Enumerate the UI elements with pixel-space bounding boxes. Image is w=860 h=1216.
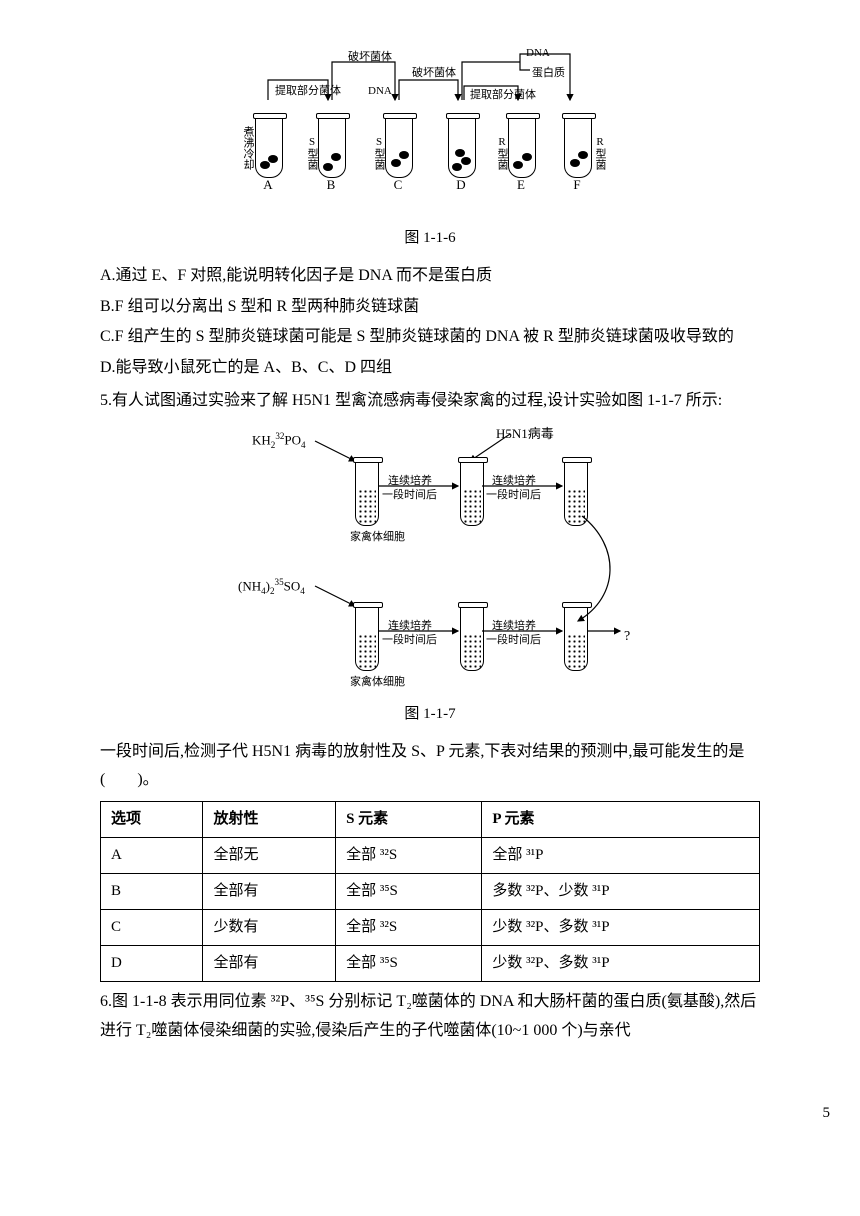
table-row: A 全部无 全部 ³²S 全部 ³¹P [101, 838, 760, 874]
th-p: P 元素 [482, 802, 760, 838]
tube-c [385, 117, 413, 178]
table-row: D 全部有 全部 ³⁵S 少数 ³²P、多数 ³¹P [101, 946, 760, 982]
label-dna-right: DNA [526, 44, 550, 64]
label-extract-right: 提取部分菌体 [470, 86, 536, 106]
cell: C [101, 910, 203, 946]
cell: 全部有 [203, 874, 336, 910]
th-radio: 放射性 [203, 802, 336, 838]
tube7-bot-3 [564, 606, 588, 671]
tube7-top-1 [355, 461, 379, 526]
page-content: 提取部分菌体 破坏菌体 DNA 破坏菌体 提取部分菌体 DNA 蛋白质 煮沸冷却… [0, 0, 860, 1070]
label-nh4so4: (NH4)235SO4 [238, 574, 305, 599]
tube-label-b: B [318, 173, 344, 196]
tube-label-e: E [508, 173, 534, 196]
label-after-time-3: 一段时间后 [382, 631, 437, 651]
q5-after-text: 一段时间后,检测子代 H5N1 病毒的放射性及 S、P 元素,下表对结果的预测中… [100, 738, 760, 796]
label-poultry-2: 家禽体细胞 [350, 673, 405, 693]
table-row: C 少数有 全部 ³²S 少数 ³²P、多数 ³¹P [101, 910, 760, 946]
table-row: B 全部有 全部 ³⁵S 多数 ³²P、少数 ³¹P [101, 874, 760, 910]
cell: 全部 ³²S [336, 838, 482, 874]
label-broken-2: 破坏菌体 [412, 64, 456, 84]
cell: 全部 ³²S [336, 910, 482, 946]
q4-option-c: C.F 组产生的 S 型肺炎链球菌可能是 S 型肺炎链球菌的 DNA 被 R 型… [100, 323, 760, 352]
label-h5n1: H5N1病毒 [496, 422, 554, 445]
table-header-row: 选项 放射性 S 元素 P 元素 [101, 802, 760, 838]
label-r-type-e: R型菌 [496, 136, 507, 170]
q4-option-b: B.F 组可以分离出 S 型和 R 型两种肺炎链球菌 [100, 293, 760, 322]
tube7-bot-2 [460, 606, 484, 671]
label-s-type-b: S型菌 [306, 136, 317, 170]
label-protein: 蛋白质 [532, 64, 565, 84]
label-after-time-1: 一段时间后 [382, 486, 437, 506]
label-after-time-4: 一段时间后 [486, 631, 541, 651]
cell: 少数有 [203, 910, 336, 946]
tube-label-d: D [448, 173, 474, 196]
q4-option-a: A.通过 E、F 对照,能说明转化因子是 DNA 而不是蛋白质 [100, 262, 760, 291]
cell: 全部 ³⁵S [336, 874, 482, 910]
tube7-top-2 [460, 461, 484, 526]
figure-1-1-7: KH232PO4 H5N1病毒 连续培养 一段时间后 连续培养 一段时间后 家禽… [100, 426, 760, 728]
label-s-type-c: S型菌 [373, 136, 384, 170]
label-extract-left: 提取部分菌体 [275, 82, 341, 102]
label-broken-1: 破坏菌体 [348, 48, 392, 68]
tube7-top-3 [564, 461, 588, 526]
th-option: 选项 [101, 802, 203, 838]
tube-d [448, 117, 476, 178]
cell: A [101, 838, 203, 874]
tube-label-f: F [564, 173, 590, 196]
label-dna-mid: DNA [368, 82, 392, 102]
q5-stem: 5.有人试图通过实验来了解 H5N1 型禽流感病毒侵染家禽的过程,设计实验如图 … [100, 387, 760, 416]
figure-1-1-6: 提取部分菌体 破坏菌体 DNA 破坏菌体 提取部分菌体 DNA 蛋白质 煮沸冷却… [100, 50, 760, 252]
tube-label-c: C [385, 173, 411, 196]
tube-b [318, 117, 346, 178]
th-s: S 元素 [336, 802, 482, 838]
label-after-time-2: 一段时间后 [486, 486, 541, 506]
figure-1-1-6-caption: 图 1-1-6 [100, 225, 760, 252]
cell: D [101, 946, 203, 982]
figure-1-1-7-caption: 图 1-1-7 [100, 701, 760, 728]
diagram-1-1-6: 提取部分菌体 破坏菌体 DNA 破坏菌体 提取部分菌体 DNA 蛋白质 煮沸冷却… [220, 50, 640, 210]
tube-a [255, 117, 283, 178]
label-kh2po4: KH232PO4 [252, 428, 306, 453]
tube-f [564, 117, 592, 178]
cell: 全部 ³⁵S [336, 946, 482, 982]
tube-label-a: A [255, 173, 281, 196]
cell: 少数 ³²P、多数 ³¹P [482, 910, 760, 946]
q4-option-d: D.能导致小鼠死亡的是 A、B、C、D 四组 [100, 354, 760, 383]
tube7-bot-1 [355, 606, 379, 671]
cell: 全部无 [203, 838, 336, 874]
label-poultry-1: 家禽体细胞 [350, 528, 405, 548]
cell: B [101, 874, 203, 910]
label-r-type-f: R型菌 [594, 136, 605, 170]
tube-e [508, 117, 536, 178]
cell: 全部 ³¹P [482, 838, 760, 874]
page-number: 5 [0, 1100, 860, 1127]
cell: 多数 ³²P、少数 ³¹P [482, 874, 760, 910]
prediction-table: 选项 放射性 S 元素 P 元素 A 全部无 全部 ³²S 全部 ³¹P B 全… [100, 801, 760, 982]
diagram-1-1-7: KH232PO4 H5N1病毒 连续培养 一段时间后 连续培养 一段时间后 家禽… [210, 426, 650, 686]
cell: 少数 ³²P、多数 ³¹P [482, 946, 760, 982]
label-boil-cool: 煮沸冷却 [242, 126, 253, 170]
label-question-mark: ? [624, 624, 630, 649]
q6-stem: 6.图 1-1-8 表示用同位素 ³²P、³⁵S 分别标记 T₂噬菌体的 DNA… [100, 988, 760, 1046]
cell: 全部有 [203, 946, 336, 982]
